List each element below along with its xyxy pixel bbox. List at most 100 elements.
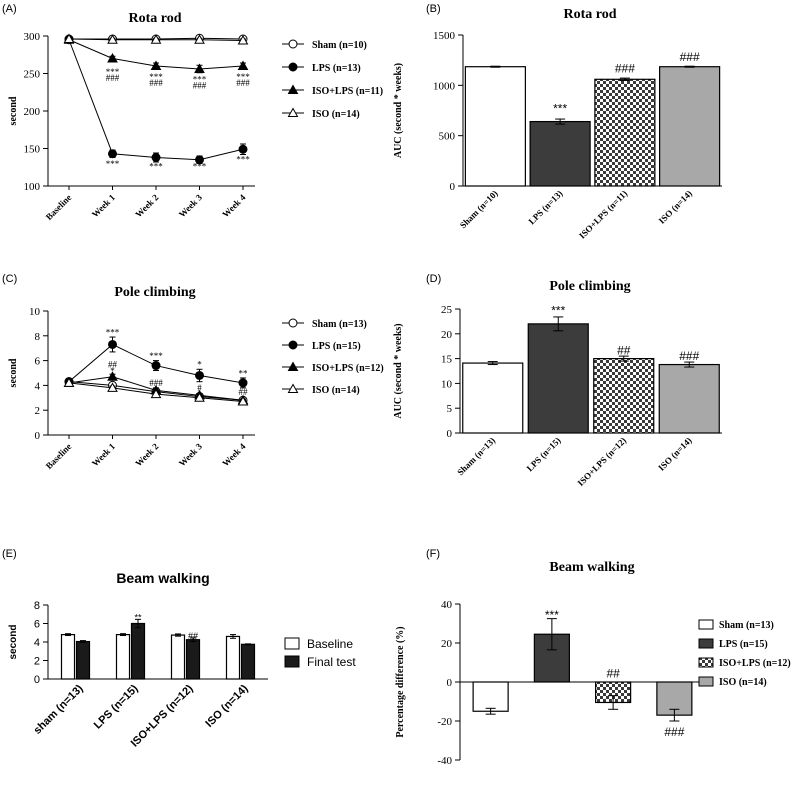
legend-swatch (698, 619, 714, 630)
error-bar (175, 633, 181, 637)
significance-mark: *** (106, 159, 120, 169)
bar-baseline (225, 635, 241, 680)
chart-title: Rota rod (128, 11, 181, 26)
bar (659, 66, 721, 187)
y-tick-label: 10 (29, 306, 41, 318)
data-point (151, 153, 161, 162)
bar-final-test (130, 622, 146, 680)
panel-E: (E) Beam walking 0 2 4 6 8 second sham (n=13) LPS… (2, 548, 356, 749)
y-tick-label: 4 (35, 380, 41, 392)
y-tick-label: 0 (447, 428, 453, 440)
significance-mark: ## (606, 666, 620, 680)
panel-B: (B) Rota rod 0 500 1000 1500 AUC (second * wee… (393, 3, 722, 241)
legend-marker (287, 84, 299, 94)
x-tick-label: Sham (n=10) (458, 188, 500, 230)
data-point (107, 382, 118, 392)
bar-final-test (185, 639, 201, 680)
series-line (68, 39, 244, 161)
bar-final-test (240, 643, 256, 680)
x-tick-label: Baseline (44, 441, 74, 471)
chart-title: Rota rod (563, 7, 616, 22)
data-point (63, 33, 75, 43)
y-tick-label: 1500 (433, 30, 456, 42)
bar-baseline (60, 633, 76, 680)
bar (462, 362, 524, 434)
legend-marker (287, 361, 299, 371)
y-tick-label: 6 (34, 619, 40, 631)
significance-mark: ### (664, 725, 684, 739)
legend-label: LPS (n=15) (719, 639, 768, 650)
x-tick-label: ISO+LPS (n=11) (577, 188, 629, 240)
x-tick-label: Week 3 (177, 441, 204, 468)
legend-label: Sham (n=10) (312, 40, 367, 51)
error-bar (190, 637, 196, 643)
y-tick-label: 10 (441, 378, 453, 390)
data-point (195, 155, 204, 165)
y-tick-label: 40 (441, 599, 453, 611)
error-bar (80, 640, 86, 643)
y-tick-label: 200 (24, 106, 41, 118)
data-point (150, 60, 162, 70)
y-tick-label: 100 (24, 181, 41, 193)
chart-title: Pole climbing (549, 279, 630, 294)
x-tick-label: sham (n=13) (32, 682, 86, 736)
legend-label: ISO+LPS (n=12) (719, 658, 791, 669)
x-tick-label: Week 3 (177, 192, 204, 219)
legend-swatch (698, 657, 714, 668)
legend-marker (287, 383, 299, 393)
significance-mark: *** (236, 72, 250, 82)
bar (472, 681, 509, 712)
legend-marker (288, 340, 298, 350)
data-point (194, 392, 205, 402)
significance-mark: ### (149, 78, 163, 88)
legend-label: ISO+LPS (n=12) (312, 363, 384, 374)
data-point (238, 144, 248, 154)
y-axis-label: second (8, 624, 19, 659)
error-bar (555, 118, 566, 125)
x-tick-label: Week 2 (133, 441, 160, 468)
significance-mark: ** (134, 612, 142, 622)
panel-label: (A) (2, 3, 17, 15)
data-point (238, 378, 248, 388)
significance-mark: ### (615, 61, 635, 75)
y-axis-label: AUC (second * weeks) (393, 63, 404, 158)
error-bar (669, 708, 680, 722)
y-tick-label: 1000 (433, 80, 456, 92)
panel-D: (D) Pole climbing 0 5 10 15 20 25 AUC (second * … (393, 273, 722, 488)
y-tick-label: 250 (24, 69, 41, 81)
error-bar (485, 707, 496, 715)
y-axis-label: Percentage difference (%) (395, 626, 406, 737)
data-point (237, 396, 249, 406)
x-tick-label: ISO (n=14) (656, 435, 693, 472)
significance-mark: *** (149, 72, 163, 82)
x-tick-label: Sham (n=13) (455, 435, 497, 477)
significance-mark: *** (193, 161, 207, 171)
x-tick-label: Week 2 (133, 192, 160, 219)
y-tick-label: 5 (447, 403, 453, 415)
legend-label: ISO (n=14) (719, 677, 767, 688)
data-point (108, 149, 117, 159)
x-tick-label: ISO+LPS (n=12) (575, 435, 628, 488)
significance-mark: *** (553, 102, 567, 116)
y-tick-label: 0 (447, 677, 453, 689)
significance-mark: ## (188, 631, 198, 641)
x-tick-label: Week 4 (220, 441, 247, 468)
significance-mark: ### (106, 73, 120, 83)
error-bar (245, 643, 251, 646)
data-point (107, 52, 118, 63)
legend: Sham (n=13) LPS (n=15) ISO+LPS (n=12) ISO (… (698, 619, 791, 688)
legend-label: LPS (n=13) (312, 63, 361, 74)
legend-swatch (284, 655, 300, 668)
series-lps (64, 35, 248, 165)
bar (529, 120, 591, 187)
legend-label: LPS (n=15) (312, 341, 361, 352)
x-tick-label: LPS (n=13) (526, 188, 564, 226)
legend-label: Sham (n=13) (719, 620, 774, 631)
significance-mark: *** (236, 155, 250, 165)
x-tick-label: LPS (n=15) (92, 682, 141, 731)
panel-label: (E) (2, 548, 17, 560)
legend-marker (288, 318, 298, 328)
data-point (194, 34, 205, 44)
error-bar (65, 633, 71, 637)
significance-mark: *** (106, 67, 120, 77)
